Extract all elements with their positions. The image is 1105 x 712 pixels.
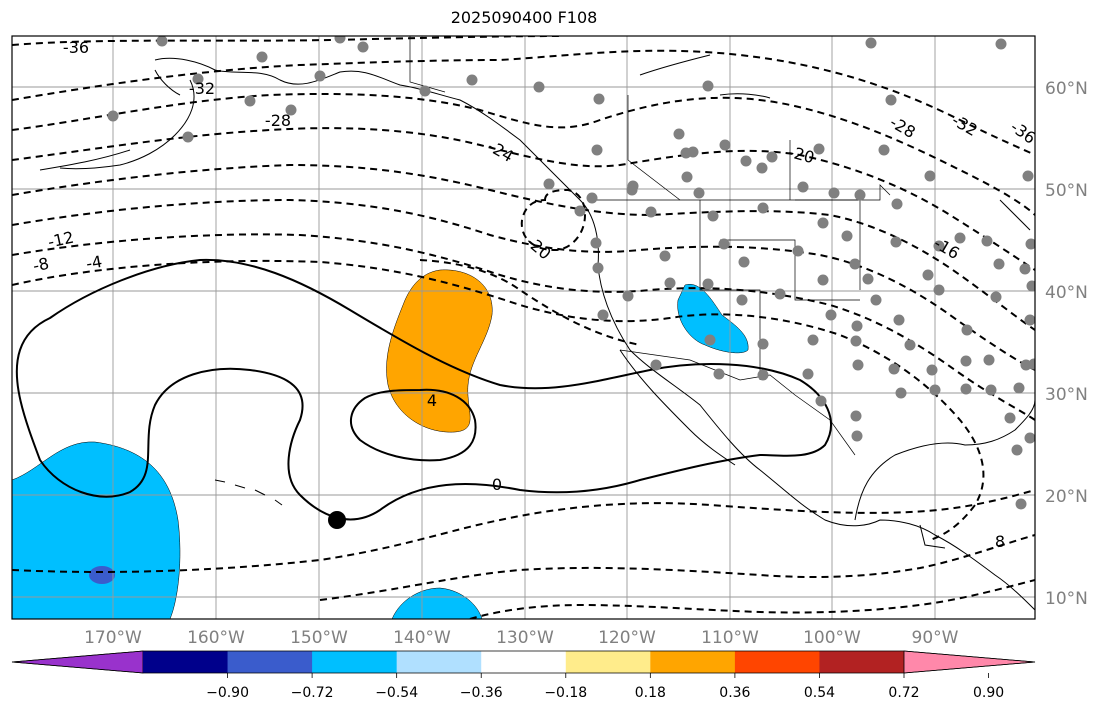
svg-text:-36: -36 bbox=[63, 38, 89, 57]
colorbar-bin bbox=[650, 651, 736, 673]
highlighted-point-marker bbox=[328, 511, 346, 529]
colorbar-bin bbox=[227, 651, 313, 673]
lon-label-100w: 100°W bbox=[803, 628, 861, 648]
colorbar-tick-label: 0.18 bbox=[635, 685, 666, 701]
colorbar-bin bbox=[312, 651, 398, 673]
svg-text:-4: -4 bbox=[85, 252, 104, 273]
colorbar-tick-label: −0.54 bbox=[375, 685, 418, 701]
shaded-area-negative-south bbox=[391, 587, 483, 619]
colorbar-extend-low bbox=[11, 650, 144, 674]
colorbar-tick-label: −0.18 bbox=[544, 685, 587, 701]
colorbar-tick-label: −0.90 bbox=[206, 685, 249, 701]
lat-label-60: 60°N bbox=[1045, 79, 1088, 99]
chart-title: 2025090400 F108 bbox=[450, 8, 598, 27]
colorbar-outline bbox=[11, 650, 1036, 674]
lon-label-140w: 140°W bbox=[393, 628, 451, 648]
latitude-labels: 60°N 50°N 40°N 30°N 20°N 10°N bbox=[1045, 79, 1088, 609]
lat-label-50: 50°N bbox=[1045, 181, 1088, 201]
colorbar-extend-high bbox=[903, 650, 1036, 674]
map-frame bbox=[11, 35, 1036, 620]
colorbar-tick-label: −0.72 bbox=[291, 685, 334, 701]
lat-label-40: 40°N bbox=[1045, 283, 1088, 303]
shaded-area-strong-negative bbox=[89, 566, 115, 584]
lon-label-150w: 150°W bbox=[290, 628, 348, 648]
lon-label-130w: 130°W bbox=[496, 628, 554, 648]
map-area bbox=[12, 36, 1035, 619]
borders bbox=[409, 36, 891, 456]
lon-label-110w: 110°W bbox=[701, 628, 759, 648]
lat-label-30: 30°N bbox=[1045, 385, 1088, 405]
colorbar: −0.90 −0.72 −0.54 −0.36 −0.18 0.18 0.36 0.54 0.7… bbox=[11, 650, 1036, 701]
svg-text:4: 4 bbox=[427, 391, 437, 410]
colorbar-bin bbox=[481, 651, 567, 673]
lat-label-20: 20°N bbox=[1045, 487, 1088, 507]
svg-text:0: 0 bbox=[492, 475, 502, 494]
colorbar-tick-label: 0.90 bbox=[973, 685, 1004, 701]
colorbar-tick-label: 0.72 bbox=[888, 685, 919, 701]
svg-text:-8: -8 bbox=[31, 254, 51, 276]
station-markers bbox=[107, 36, 1035, 510]
lon-label-160w: 160°W bbox=[187, 628, 245, 648]
contours-positive bbox=[15, 258, 832, 521]
colorbar-bin bbox=[819, 651, 905, 673]
lat-label-10: 10°N bbox=[1045, 589, 1088, 609]
svg-text:8: 8 bbox=[995, 532, 1005, 551]
colorbar-bin bbox=[734, 651, 820, 673]
colorbar-tick-label: 0.54 bbox=[804, 685, 835, 701]
lon-label-170w: 170°W bbox=[84, 628, 142, 648]
shaded-area-positive-pacific bbox=[386, 269, 493, 433]
colorbar-bin bbox=[143, 651, 229, 673]
lon-label-90w: 90°W bbox=[912, 628, 959, 648]
colorbar-bin bbox=[565, 651, 651, 673]
lon-label-120w: 120°W bbox=[598, 628, 656, 648]
colorbar-bin bbox=[396, 651, 482, 673]
colorbar-tick-label: 0.36 bbox=[719, 685, 750, 701]
svg-text:-28: -28 bbox=[265, 111, 291, 130]
colorbar-tick-label: −0.36 bbox=[460, 685, 503, 701]
contours-negative bbox=[12, 36, 1035, 619]
shaded-area-negative-west bbox=[12, 441, 181, 619]
svg-text:-32: -32 bbox=[189, 79, 215, 98]
longitude-labels: 170°W 160°W 150°W 140°W 130°W 120°W 110°… bbox=[84, 628, 959, 648]
